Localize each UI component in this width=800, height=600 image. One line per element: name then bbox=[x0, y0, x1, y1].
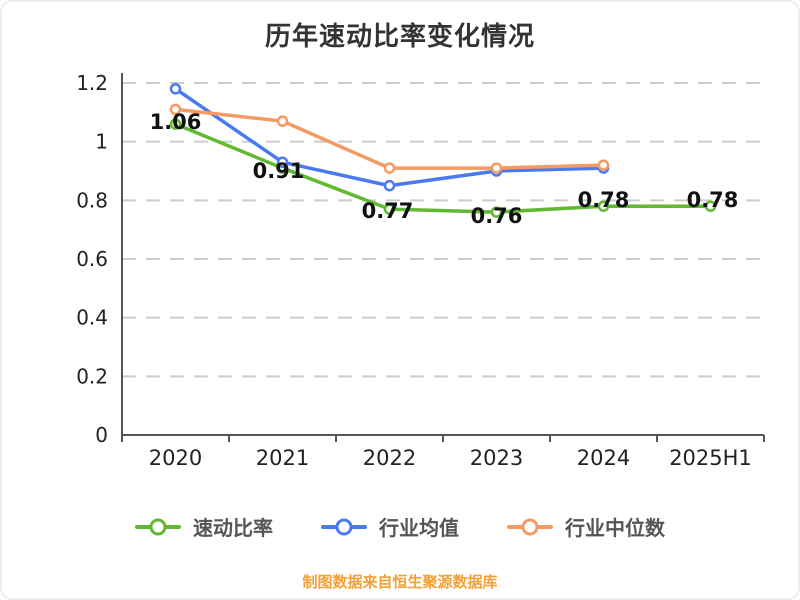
x-axis-category-label: 2023 bbox=[470, 446, 523, 470]
data-point bbox=[490, 206, 503, 218]
x-axis-category-label: 2021 bbox=[256, 446, 309, 470]
y-axis-tick-label: 0.2 bbox=[76, 364, 108, 388]
data-point bbox=[276, 115, 289, 127]
y-axis-tick-label: 0.6 bbox=[76, 247, 108, 271]
data-source-note: 制图数据来自恒生聚源数据库 bbox=[302, 573, 498, 591]
data-point bbox=[597, 200, 610, 212]
series-line bbox=[173, 107, 606, 170]
data-point bbox=[704, 200, 717, 212]
quick-ratio-line-chart: 0 0.2 0.4 0.6 0.8 1 1.2 2020 2021 2022 2023 2024 202… bbox=[76, 71, 765, 470]
data-point-label: 0.91 bbox=[253, 159, 305, 183]
legend-item-industry-avg[interactable]: 行业均值 bbox=[321, 512, 459, 541]
industry-avg-marker-icon bbox=[321, 524, 367, 529]
data-point bbox=[597, 159, 610, 171]
legend-item-quick-ratio[interactable]: 速动比率 bbox=[135, 512, 273, 541]
data-point-label: 0.76 bbox=[471, 204, 523, 228]
chart-legend: 速动比率 行业均值 行业中位数 bbox=[2, 512, 798, 541]
legend-item-industry-median[interactable]: 行业中位数 bbox=[507, 512, 665, 541]
data-point-label: 0.78 bbox=[578, 188, 630, 212]
data-point bbox=[383, 162, 396, 174]
data-point-label: 1.06 bbox=[150, 110, 202, 134]
legend-label-quick-ratio: 速动比率 bbox=[193, 516, 273, 540]
chart-title: 历年速动比率变化情况 bbox=[264, 22, 535, 52]
legend-label-industry-median: 行业中位数 bbox=[565, 516, 665, 540]
y-axis-tick-label: 0.4 bbox=[76, 306, 108, 330]
y-axis-tick-label: 0 bbox=[95, 423, 108, 447]
data-point bbox=[383, 179, 396, 192]
y-axis-tick-label: 1.2 bbox=[76, 71, 108, 95]
data-point bbox=[490, 162, 503, 174]
data-point-label: 0.78 bbox=[687, 188, 739, 212]
x-axis-category-label: 2020 bbox=[149, 446, 202, 470]
industry-median-marker-icon bbox=[507, 524, 553, 529]
data-point bbox=[383, 203, 396, 215]
y-axis-tick-label: 1 bbox=[95, 130, 108, 154]
data-point bbox=[169, 83, 182, 95]
series-line bbox=[173, 122, 713, 214]
x-axis-category-label: 2024 bbox=[577, 446, 630, 470]
legend-label-industry-avg: 行业均值 bbox=[379, 516, 459, 540]
data-point bbox=[169, 103, 182, 116]
quick-ratio-marker-icon bbox=[135, 524, 181, 529]
x-axis-category-label: 2025H1 bbox=[669, 446, 752, 470]
y-axis-tick-label: 0.8 bbox=[76, 188, 108, 212]
data-point bbox=[276, 156, 289, 168]
x-axis-category-label: 2022 bbox=[363, 446, 416, 470]
data-point bbox=[169, 118, 182, 130]
data-point-label: 0.77 bbox=[362, 199, 414, 223]
